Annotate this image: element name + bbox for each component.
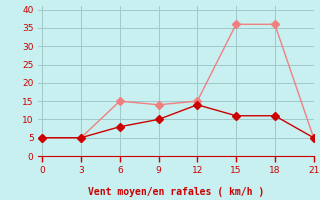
X-axis label: Vent moyen/en rafales ( km/h ): Vent moyen/en rafales ( km/h ) [88,187,264,197]
